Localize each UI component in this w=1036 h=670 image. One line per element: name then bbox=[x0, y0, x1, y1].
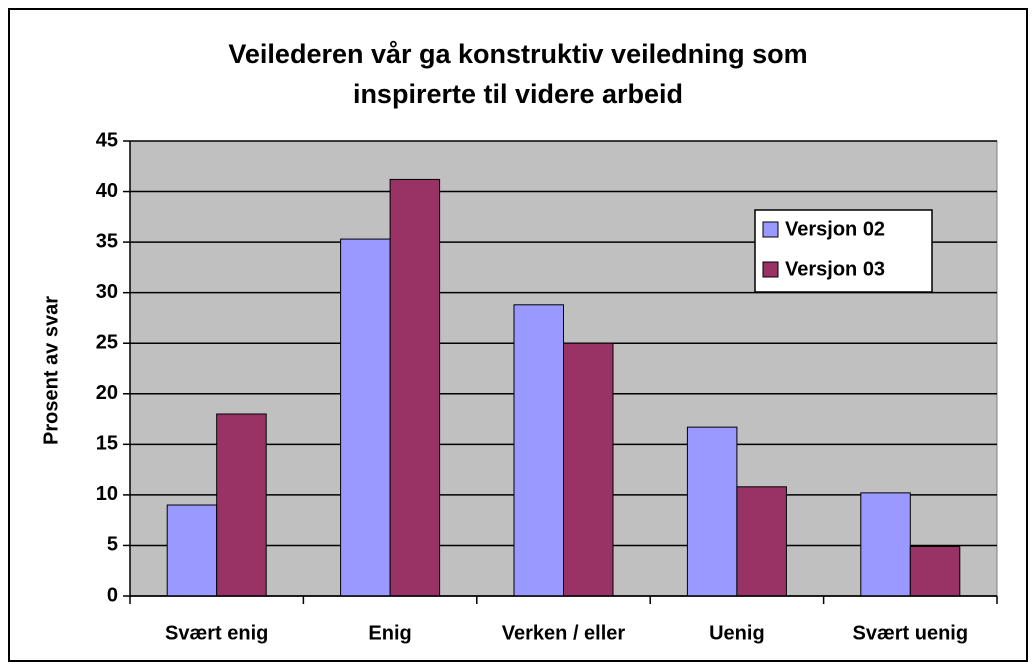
legend-swatch bbox=[762, 261, 779, 278]
y-tick-label: 25 bbox=[96, 332, 118, 354]
x-tick-label: Svært uenig bbox=[853, 622, 969, 644]
bar bbox=[736, 486, 787, 597]
legend bbox=[754, 209, 933, 293]
bar bbox=[389, 178, 441, 597]
x-tick-label: Verken / eller bbox=[502, 622, 626, 644]
y-tick-label: 10 bbox=[96, 483, 118, 505]
bar bbox=[563, 342, 614, 597]
y-tick-label: 35 bbox=[96, 230, 118, 252]
legend-label: Versjon 02 bbox=[785, 218, 885, 240]
bar bbox=[909, 545, 961, 597]
bar bbox=[166, 504, 218, 597]
y-tick-label: 45 bbox=[96, 129, 118, 151]
y-tick-label: 0 bbox=[107, 584, 118, 606]
bar bbox=[216, 413, 267, 597]
y-tick-label: 5 bbox=[107, 534, 118, 556]
chart-title: Veilederen vår ga konstruktiv veiledning… bbox=[228, 39, 808, 109]
legend-label: Versjon 03 bbox=[785, 258, 885, 280]
x-tick-label: Enig bbox=[368, 622, 411, 644]
y-tick-label: 15 bbox=[96, 433, 118, 455]
y-axis-label: Prosent av svar bbox=[40, 296, 62, 445]
bar bbox=[860, 492, 911, 597]
x-tick-label: Svært enig bbox=[165, 622, 268, 644]
y-tick-label: 40 bbox=[96, 180, 118, 202]
x-tick-label: Uenig bbox=[709, 622, 765, 644]
y-tick-label: 20 bbox=[96, 382, 118, 404]
bar bbox=[340, 238, 391, 597]
bar bbox=[513, 304, 564, 597]
legend-swatch bbox=[762, 221, 779, 238]
bar bbox=[686, 426, 738, 597]
y-tick-label: 30 bbox=[96, 281, 118, 303]
